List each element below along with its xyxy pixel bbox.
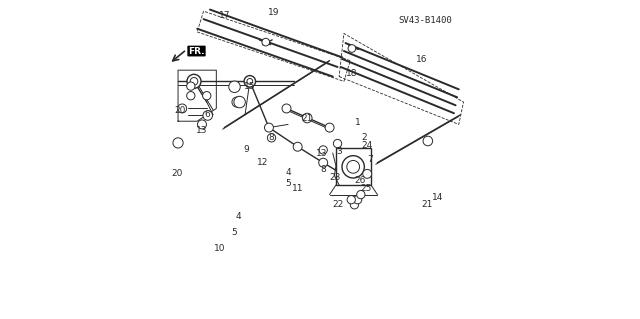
Text: 8: 8 bbox=[320, 165, 326, 174]
Circle shape bbox=[264, 123, 273, 132]
Text: 5: 5 bbox=[285, 179, 291, 188]
Circle shape bbox=[203, 92, 211, 100]
Text: 1: 1 bbox=[355, 118, 360, 127]
Circle shape bbox=[347, 160, 360, 173]
Circle shape bbox=[342, 156, 364, 178]
Text: 16: 16 bbox=[417, 55, 428, 63]
Text: 7: 7 bbox=[367, 155, 373, 164]
Text: 10: 10 bbox=[214, 244, 225, 253]
Circle shape bbox=[325, 123, 334, 132]
Circle shape bbox=[203, 111, 212, 120]
Text: 20: 20 bbox=[175, 106, 186, 115]
Text: 19: 19 bbox=[268, 8, 280, 17]
Text: 17: 17 bbox=[218, 11, 230, 20]
Circle shape bbox=[356, 190, 365, 199]
Text: 8: 8 bbox=[269, 133, 275, 142]
Text: 2: 2 bbox=[361, 133, 367, 142]
Text: SV43-B1400: SV43-B1400 bbox=[398, 16, 452, 25]
Text: 13: 13 bbox=[196, 126, 207, 135]
Circle shape bbox=[247, 78, 253, 84]
Circle shape bbox=[178, 104, 187, 113]
Text: 13: 13 bbox=[316, 149, 327, 158]
Text: 5: 5 bbox=[231, 228, 237, 237]
Circle shape bbox=[333, 139, 342, 148]
Text: 21: 21 bbox=[421, 200, 433, 209]
Circle shape bbox=[423, 136, 433, 146]
Circle shape bbox=[198, 120, 207, 129]
Circle shape bbox=[303, 113, 312, 123]
Text: 9: 9 bbox=[244, 145, 250, 154]
Text: 4: 4 bbox=[236, 212, 241, 221]
Circle shape bbox=[319, 158, 328, 167]
Text: 20: 20 bbox=[172, 169, 183, 178]
Circle shape bbox=[282, 104, 291, 113]
Text: 14: 14 bbox=[433, 193, 444, 202]
Text: 23: 23 bbox=[330, 173, 341, 182]
Circle shape bbox=[187, 74, 201, 88]
Circle shape bbox=[319, 146, 327, 154]
Text: 25: 25 bbox=[360, 184, 372, 193]
Circle shape bbox=[348, 45, 356, 52]
Text: 11: 11 bbox=[292, 184, 303, 193]
Circle shape bbox=[353, 196, 362, 204]
Circle shape bbox=[190, 78, 198, 85]
Circle shape bbox=[228, 81, 240, 93]
Circle shape bbox=[244, 76, 255, 87]
Text: 15: 15 bbox=[244, 82, 255, 91]
Text: FR.: FR. bbox=[188, 47, 205, 56]
Text: 26: 26 bbox=[354, 176, 365, 185]
Circle shape bbox=[232, 97, 242, 107]
Circle shape bbox=[173, 138, 183, 148]
Text: 22: 22 bbox=[332, 200, 343, 209]
Text: 12: 12 bbox=[257, 158, 268, 167]
Text: 4: 4 bbox=[285, 168, 291, 177]
Circle shape bbox=[268, 134, 276, 142]
Circle shape bbox=[262, 38, 269, 46]
Text: 3: 3 bbox=[336, 147, 342, 156]
Bar bbox=[336, 148, 371, 185]
Circle shape bbox=[293, 142, 302, 151]
Circle shape bbox=[187, 92, 195, 100]
Circle shape bbox=[350, 201, 358, 209]
Text: 6: 6 bbox=[205, 110, 211, 119]
Text: 21: 21 bbox=[301, 114, 313, 122]
Text: 24: 24 bbox=[362, 141, 373, 150]
Circle shape bbox=[234, 96, 245, 108]
Circle shape bbox=[347, 196, 355, 204]
Text: 18: 18 bbox=[346, 69, 358, 78]
Circle shape bbox=[187, 82, 195, 90]
Circle shape bbox=[363, 169, 372, 178]
